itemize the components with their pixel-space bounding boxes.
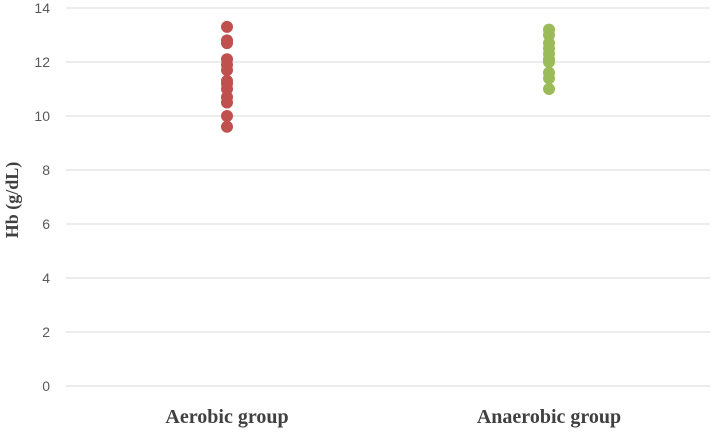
- data-point-anaerobic-8: [543, 72, 555, 85]
- y-tick-label-10: 10: [34, 108, 50, 124]
- y-tick-label-0: 0: [42, 378, 50, 394]
- data-point-aerobic-0: [221, 20, 233, 33]
- x-category-label-0: Aerobic group: [165, 406, 288, 428]
- x-category-label-1: Anaerobic group: [477, 406, 621, 428]
- y-axis-label: Hb (g/dL): [2, 162, 23, 239]
- y-axis-ticks: 0 2 4 6 8 10 12 14: [34, 0, 50, 394]
- y-tick-label-6: 6: [42, 216, 50, 232]
- data-point-aerobic-2: [221, 37, 233, 50]
- data-points: [221, 20, 555, 133]
- y-tick-label-12: 12: [34, 54, 50, 70]
- data-point-aerobic-12: [221, 120, 233, 133]
- y-tick-label-8: 8: [42, 162, 50, 178]
- data-point-anaerobic-6: [543, 56, 555, 68]
- x-axis-categories: Aerobic group Anaerobic group: [165, 406, 621, 428]
- y-tick-label-2: 2: [42, 324, 50, 340]
- data-point-aerobic-11: [221, 110, 233, 122]
- data-point-aerobic-10: [221, 96, 233, 109]
- data-point-aerobic-5: [221, 64, 233, 77]
- y-tick-label-14: 14: [34, 0, 50, 16]
- data-point-anaerobic-9: [543, 83, 555, 95]
- gridlines: [66, 7, 710, 387]
- y-tick-label-4: 4: [42, 270, 50, 286]
